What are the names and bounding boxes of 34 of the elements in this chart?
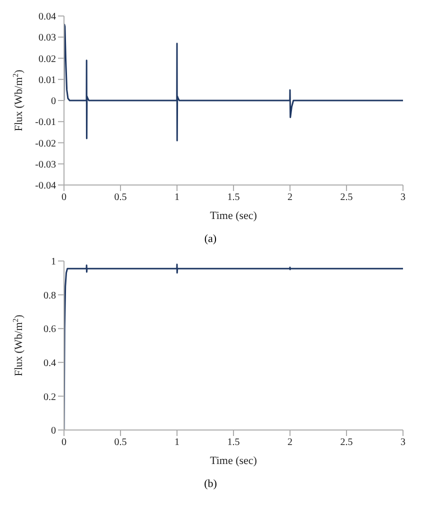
- x-tick-label: 3: [400, 192, 406, 204]
- x-axis-title: Time (sec): [210, 210, 258, 222]
- y-tick-label: 0.01: [38, 74, 56, 86]
- y-tick-label: -0.04: [35, 180, 56, 192]
- y-tick-label: 1: [51, 256, 56, 268]
- x-tick-label: 1: [174, 437, 180, 448]
- y-tick-label: 0: [51, 426, 56, 437]
- x-tick-label: 0.5: [114, 192, 127, 204]
- y-tick-label: 0.03: [38, 32, 56, 44]
- x-axis-title: Time (sec): [210, 455, 258, 467]
- x-tick-label: 1.5: [227, 437, 240, 448]
- y-tick-label: 0.2: [44, 392, 56, 403]
- text: (a): [203, 233, 218, 245]
- x-tick-label: 3: [400, 437, 406, 448]
- text: (b): [203, 478, 218, 490]
- x-tick-label: 1.5: [227, 192, 240, 204]
- line-series: [64, 24, 403, 142]
- x-tick-label: 0: [62, 437, 66, 448]
- y-tick-label: -0.01: [35, 117, 56, 128]
- y-tick-label: 0: [51, 96, 56, 108]
- x-tick-label: 2.5: [340, 437, 353, 448]
- y-tick-label: 0.02: [38, 54, 56, 65]
- x-tick-label: 2: [288, 437, 292, 448]
- y-tick-label: -0.03: [35, 159, 56, 170]
- x-tick-label: 0: [62, 192, 66, 204]
- y-tick-label: 0.8: [44, 290, 56, 302]
- x-tick-label: 2.5: [340, 192, 353, 204]
- y-tick-label: -0.02: [35, 138, 56, 150]
- x-tick-label: 1: [174, 192, 180, 204]
- y-tick-label: 0.04: [38, 12, 56, 23]
- x-tick-label: 0.5: [114, 437, 127, 448]
- y-tick-label: 0.4: [44, 358, 56, 369]
- y-tick-label: 0.6: [44, 324, 56, 336]
- x-tick-label: 2: [288, 192, 292, 204]
